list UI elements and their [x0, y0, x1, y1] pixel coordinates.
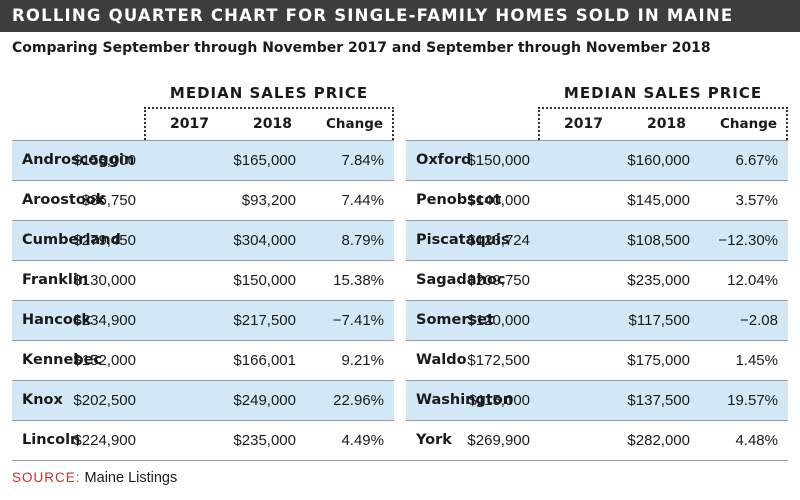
county-name: Waldo [416, 352, 467, 368]
table-row: Hancock $234,900 $217,500 −7.41% [12, 300, 394, 340]
county-name: Sagadahoc [416, 272, 506, 288]
county-name: Knox [22, 392, 63, 408]
price-2018: $145,000 [627, 192, 690, 209]
county-name: Penobscot [416, 192, 502, 208]
right-rows: Oxford $150,000 $160,000 6.67% Penobscot… [406, 140, 788, 460]
price-2017: $140,000 [467, 192, 530, 209]
price-change: 7.44% [341, 192, 384, 209]
price-2018: $108,500 [627, 232, 690, 249]
table-row: York $269,900 $282,000 4.48% [406, 420, 788, 460]
table-row: Aroostook $86,750 $93,200 7.44% [12, 180, 394, 220]
price-change: 4.49% [341, 432, 384, 449]
table-row: Cumberland $279,450 $304,000 8.79% [12, 220, 394, 260]
chart-title: ROLLING QUARTER CHART FOR SINGLE-FAMILY … [0, 0, 800, 32]
price-change: 19.57% [727, 392, 778, 409]
price-2018: $165,000 [233, 152, 296, 169]
price-2018: $117,500 [628, 312, 690, 329]
table-row: Kennebec $152,000 $166,001 9.21% [12, 340, 394, 380]
table-row: Sagadahoc $209,750 $235,000 12.04% [406, 260, 788, 300]
price-2018: $166,001 [233, 352, 296, 369]
column-header-2017: 2017 [564, 116, 603, 132]
column-header-box [144, 107, 394, 140]
price-change: 22.96% [333, 392, 384, 409]
price-change: 1.45% [735, 352, 778, 369]
table-row: Knox $202,500 $249,000 22.96% [12, 380, 394, 420]
price-2017: $115,000 [468, 392, 530, 409]
price-change: 3.57% [735, 192, 778, 209]
price-change: 4.48% [735, 432, 778, 449]
table-row: Penobscot $140,000 $145,000 3.57% [406, 180, 788, 220]
county-name: York [416, 432, 452, 448]
price-change: 6.67% [735, 152, 778, 169]
source-text: Maine Listings [84, 470, 178, 486]
left-rows: Androscoggin $153,000 $165,000 7.84% Aro… [12, 140, 394, 460]
price-2017: $153,000 [73, 152, 136, 169]
price-2017: $120,000 [467, 312, 530, 329]
price-change: −7.41% [332, 312, 384, 329]
price-change: 8.79% [341, 232, 384, 249]
table-row: Oxford $150,000 $160,000 6.67% [406, 140, 788, 180]
chart-subtitle: Comparing September through November 201… [12, 40, 711, 56]
table-row: Waldo $172,500 $175,000 1.45% [406, 340, 788, 380]
price-change: −12.30% [718, 232, 778, 249]
county-name: Cumberland [22, 232, 121, 248]
table-row: Somerset $120,000 $117,500 −2.08 [406, 300, 788, 340]
bottom-divider [12, 460, 788, 461]
column-header-change: Change [720, 116, 778, 132]
price-2018: $150,000 [233, 272, 296, 289]
price-2018: $175,000 [627, 352, 690, 369]
price-2018: $137,500 [627, 392, 690, 409]
price-2018: $217,500 [233, 312, 296, 329]
county-name: Kennebec [22, 352, 103, 368]
price-2017: $224,900 [73, 432, 136, 449]
column-header-change: Change [326, 116, 384, 132]
table-row: Androscoggin $153,000 $165,000 7.84% [12, 140, 394, 180]
price-2017: $269,900 [467, 432, 530, 449]
price-2017: $234,900 [73, 312, 136, 329]
county-name: Lincoln [22, 432, 81, 448]
column-header-2018: 2018 [253, 116, 292, 132]
price-2018: $93,200 [241, 192, 296, 209]
county-name: Washington [416, 392, 514, 408]
price-2017: $279,450 [73, 232, 136, 249]
price-2017: $123,724 [467, 232, 530, 249]
table-row: Piscataquis $123,724 $108,500 −12.30% [406, 220, 788, 260]
price-2018: $282,000 [627, 432, 690, 449]
price-2017: $172,500 [467, 352, 530, 369]
price-change: 15.38% [333, 272, 384, 289]
price-2018: $160,000 [627, 152, 690, 169]
price-2018: $249,000 [233, 392, 296, 409]
county-name: Somerset [416, 312, 494, 328]
table-row: Lincoln $224,900 $235,000 4.49% [12, 420, 394, 460]
price-2017: $209,750 [467, 272, 530, 289]
county-name: Aroostook [22, 192, 106, 208]
price-2018: $304,000 [233, 232, 296, 249]
price-2017: $152,000 [73, 352, 136, 369]
price-change: 7.84% [341, 152, 384, 169]
county-name: Oxford [416, 152, 472, 168]
county-name: Piscataquis [416, 232, 510, 248]
table-row: Franklin $130,000 $150,000 15.38% [12, 260, 394, 300]
price-2018: $235,000 [627, 272, 690, 289]
county-name: Androscoggin [22, 152, 135, 168]
county-name: Franklin [22, 272, 89, 288]
table-row: Washington $115,000 $137,500 19.57% [406, 380, 788, 420]
price-2018: $235,000 [233, 432, 296, 449]
median-sales-price-header: MEDIAN SALES PRICE [169, 84, 369, 102]
price-2017: $130,000 [73, 272, 136, 289]
price-change: −2.08 [740, 312, 778, 329]
price-2017: $202,500 [73, 392, 136, 409]
county-name: Hancock [22, 312, 92, 328]
price-change: 12.04% [727, 272, 778, 289]
column-header-2017: 2017 [170, 116, 209, 132]
column-header-box [538, 107, 788, 140]
price-2017: $86,750 [81, 192, 136, 209]
price-2017: $150,000 [467, 152, 530, 169]
price-change: 9.21% [341, 352, 384, 369]
source-label: SOURCE: [12, 470, 81, 485]
source-line: SOURCE: Maine Listings [12, 470, 177, 486]
column-header-2018: 2018 [647, 116, 686, 132]
median-sales-price-header: MEDIAN SALES PRICE [563, 84, 763, 102]
